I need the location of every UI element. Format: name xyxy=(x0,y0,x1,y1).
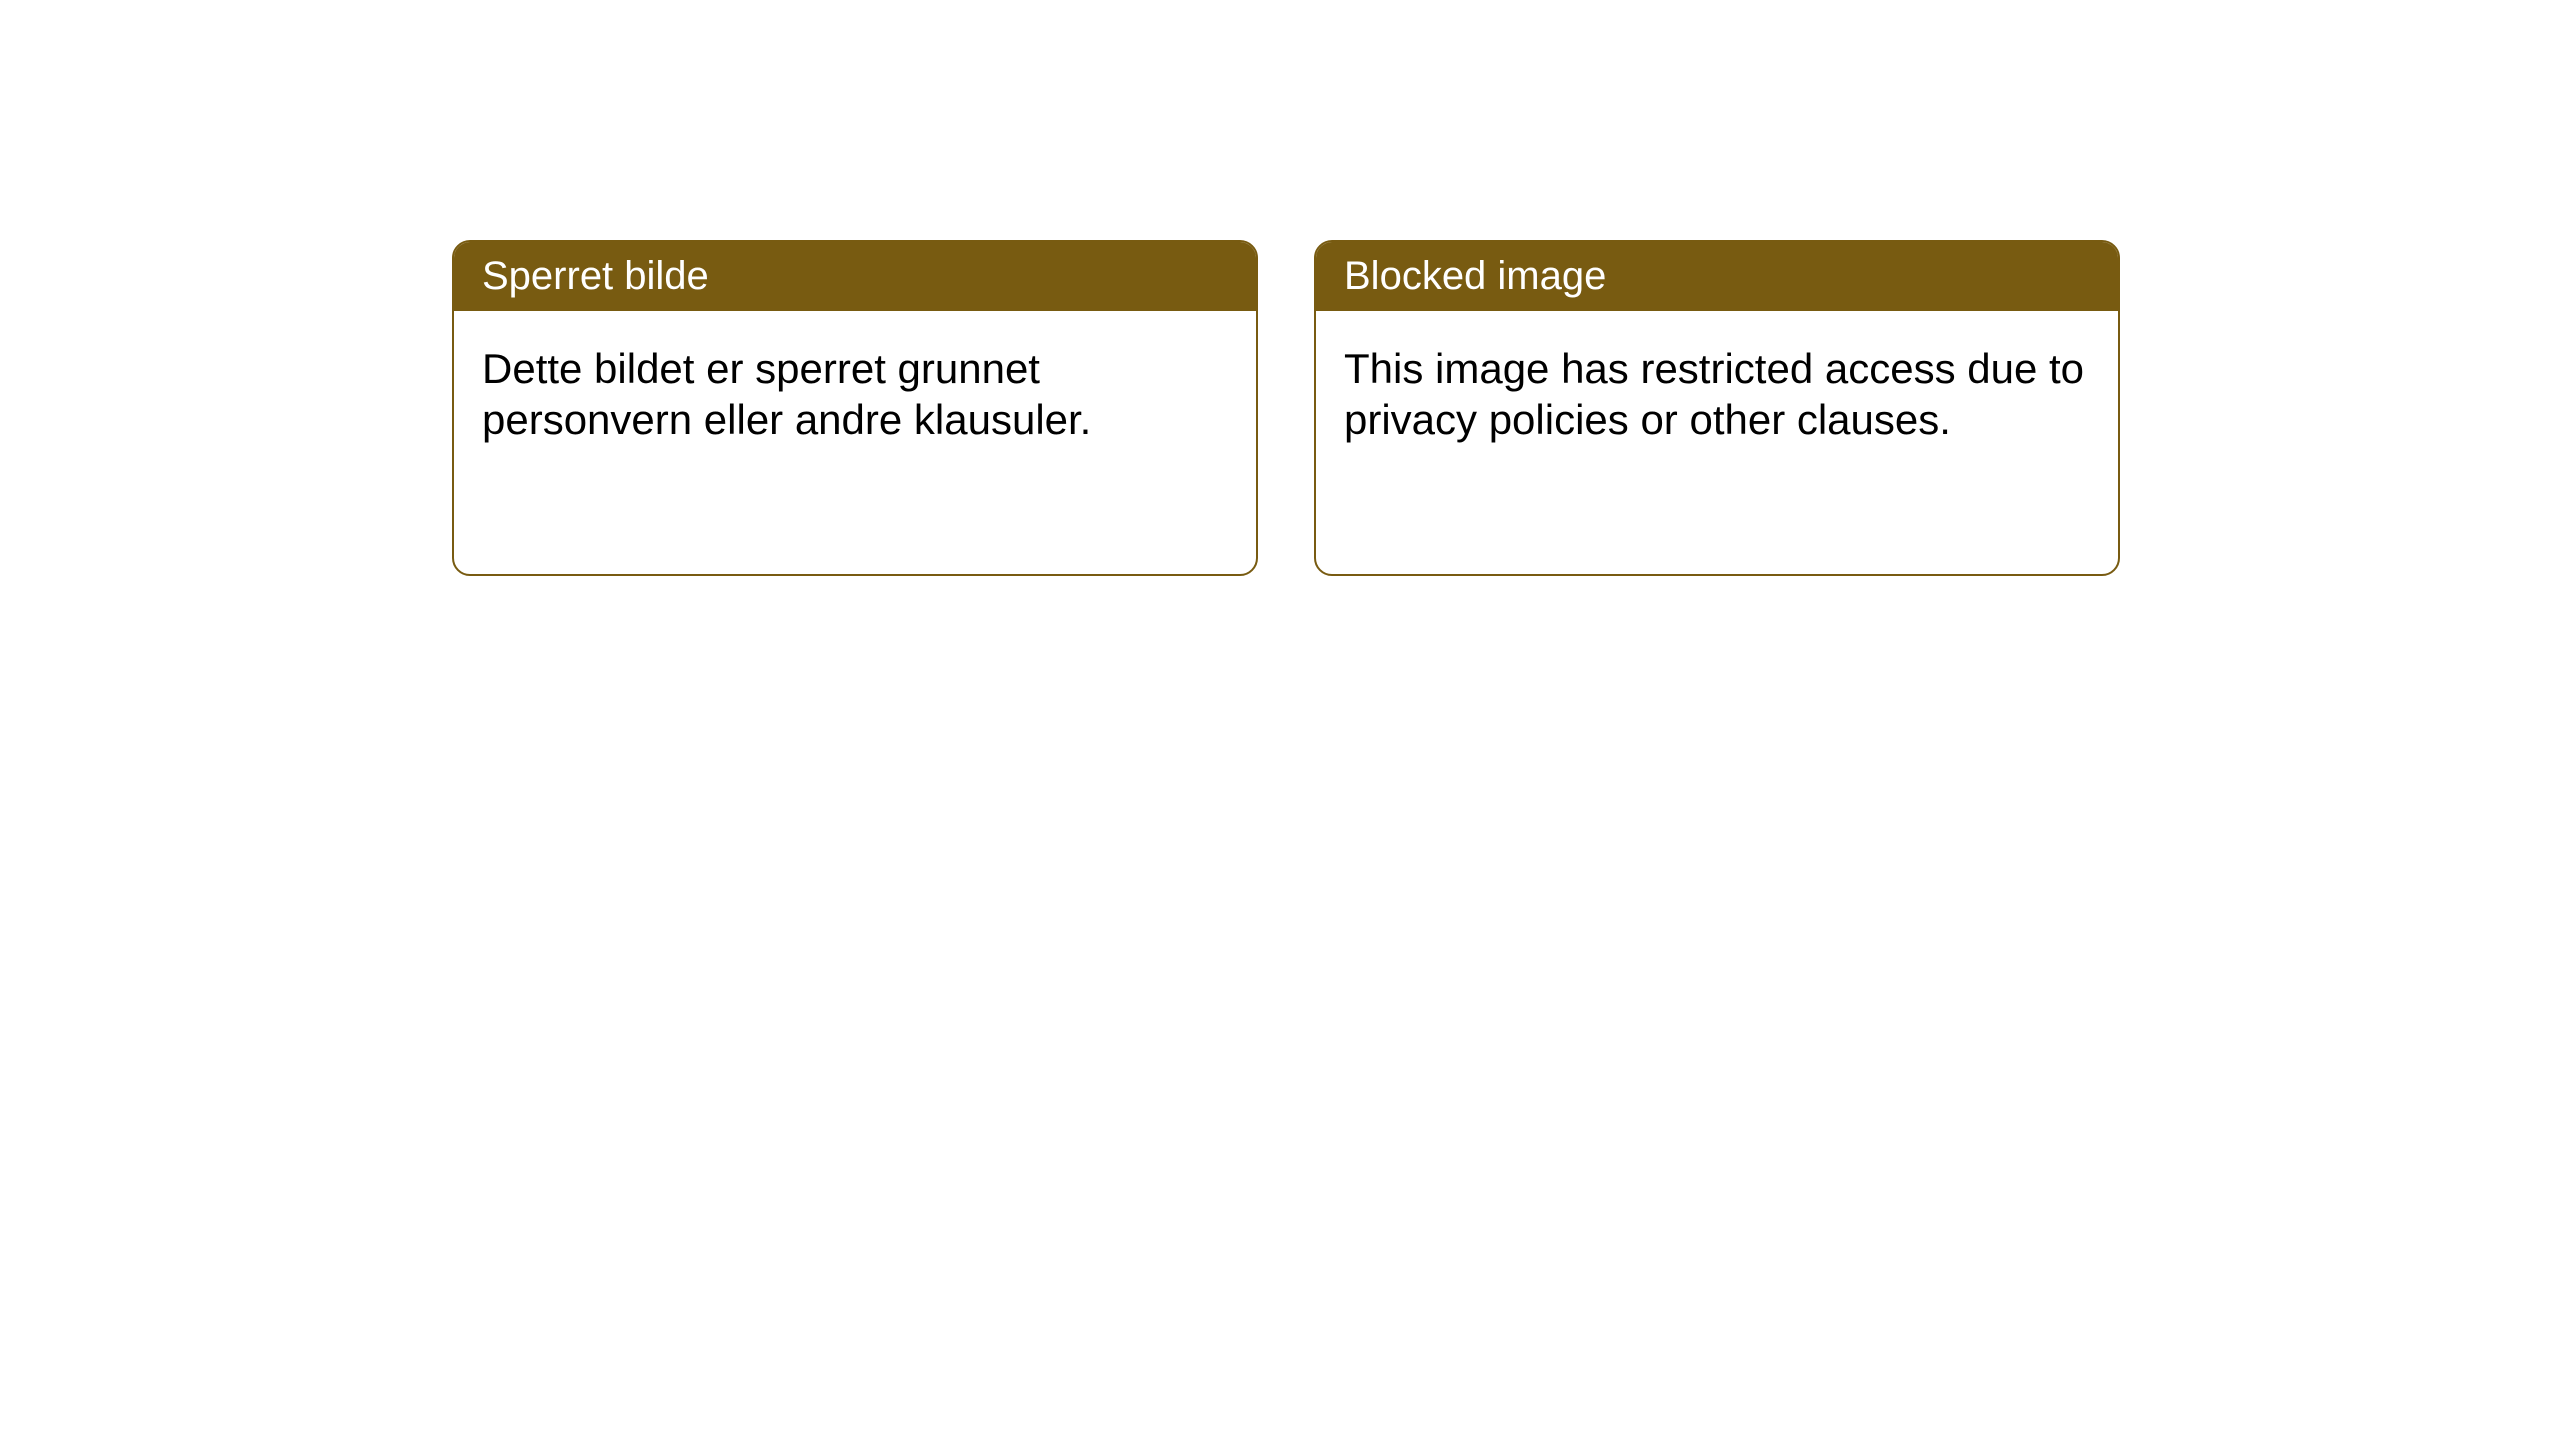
notice-header-norwegian: Sperret bilde xyxy=(454,242,1256,311)
notice-header-english: Blocked image xyxy=(1316,242,2118,311)
notice-text-norwegian: Dette bildet er sperret grunnet personve… xyxy=(482,345,1091,443)
notice-title-norwegian: Sperret bilde xyxy=(482,254,709,298)
notice-body-english: This image has restricted access due to … xyxy=(1316,311,2118,477)
notices-container: Sperret bilde Dette bildet er sperret gr… xyxy=(452,240,2120,576)
notice-text-english: This image has restricted access due to … xyxy=(1344,345,2084,443)
notice-title-english: Blocked image xyxy=(1344,254,1606,298)
notice-box-norwegian: Sperret bilde Dette bildet er sperret gr… xyxy=(452,240,1258,576)
notice-box-english: Blocked image This image has restricted … xyxy=(1314,240,2120,576)
notice-body-norwegian: Dette bildet er sperret grunnet personve… xyxy=(454,311,1256,477)
